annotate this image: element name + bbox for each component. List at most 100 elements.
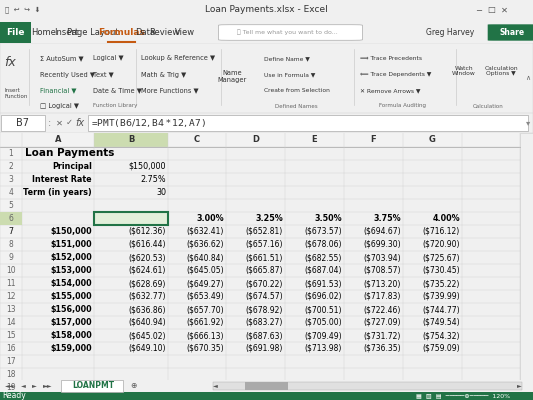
Text: fx: fx bbox=[4, 56, 16, 69]
Text: ($678.92): ($678.92) bbox=[246, 305, 283, 314]
Text: B7: B7 bbox=[17, 118, 29, 128]
Text: Defined Names: Defined Names bbox=[274, 104, 317, 108]
Text: Logical ▼: Logical ▼ bbox=[93, 55, 124, 61]
Text: Greg Harvey: Greg Harvey bbox=[426, 28, 475, 36]
Text: ⟹ Trace Precedents: ⟹ Trace Precedents bbox=[360, 56, 422, 61]
Text: ($670.22): ($670.22) bbox=[246, 279, 283, 288]
Text: Recently Used ▼: Recently Used ▼ bbox=[40, 72, 95, 78]
Text: ($687.04): ($687.04) bbox=[304, 266, 342, 275]
Text: Principal: Principal bbox=[52, 162, 92, 171]
Text: :: : bbox=[48, 118, 51, 128]
Text: C: C bbox=[194, 136, 200, 144]
Text: Loan Payments: Loan Payments bbox=[25, 148, 115, 158]
Text: ($691.53): ($691.53) bbox=[304, 279, 342, 288]
Text: Math & Trig ▼: Math & Trig ▼ bbox=[141, 72, 187, 78]
Text: 3.50%: 3.50% bbox=[314, 214, 342, 223]
Text: $150,000: $150,000 bbox=[128, 162, 166, 171]
Text: 3.75%: 3.75% bbox=[374, 214, 401, 223]
Text: 6: 6 bbox=[9, 214, 13, 223]
Text: ($759.09): ($759.09) bbox=[422, 344, 460, 353]
Text: Define Name ▼: Define Name ▼ bbox=[264, 56, 310, 61]
Text: ($645.02): ($645.02) bbox=[128, 331, 166, 340]
Text: ($657.70): ($657.70) bbox=[187, 305, 224, 314]
Text: $150,000: $150,000 bbox=[51, 227, 92, 236]
Text: B: B bbox=[128, 136, 134, 144]
Text: F: F bbox=[370, 136, 376, 144]
Text: Calculation
Options ▼: Calculation Options ▼ bbox=[484, 66, 518, 76]
Text: ✓: ✓ bbox=[66, 118, 73, 127]
Text: 18: 18 bbox=[6, 370, 16, 379]
Text: Watch
Window: Watch Window bbox=[452, 66, 475, 76]
Bar bbox=[520, 133, 533, 380]
Text: ◄: ◄ bbox=[213, 383, 218, 388]
Text: Use in Formula ▼: Use in Formula ▼ bbox=[264, 72, 315, 77]
Text: ($632.77): ($632.77) bbox=[128, 292, 166, 301]
Text: 4: 4 bbox=[9, 188, 13, 197]
Text: ($696.02): ($696.02) bbox=[304, 292, 342, 301]
Text: ⟸ Trace Dependents ▼: ⟸ Trace Dependents ▼ bbox=[360, 72, 431, 77]
Text: G: G bbox=[429, 136, 436, 144]
Text: Share: Share bbox=[499, 28, 524, 36]
Text: 12: 12 bbox=[6, 292, 16, 301]
Bar bbox=[245, 382, 288, 390]
Text: ($645.05): ($645.05) bbox=[187, 266, 224, 275]
Text: ($699.30): ($699.30) bbox=[364, 240, 401, 249]
Text: ($705.00): ($705.00) bbox=[304, 318, 342, 327]
Text: 🔍 Tell me what you want to do...: 🔍 Tell me what you want to do... bbox=[237, 29, 338, 35]
Text: ($709.49): ($709.49) bbox=[304, 331, 342, 340]
Text: 2: 2 bbox=[9, 162, 13, 171]
Text: ($744.77): ($744.77) bbox=[422, 305, 460, 314]
Bar bbox=[61, 380, 123, 392]
Bar bbox=[88, 114, 528, 131]
Text: ($720.90): ($720.90) bbox=[423, 240, 460, 249]
Text: 3.00%: 3.00% bbox=[196, 214, 224, 223]
Text: ($649.27): ($649.27) bbox=[187, 279, 224, 288]
Text: LOANPMT: LOANPMT bbox=[72, 381, 115, 390]
Text: 1: 1 bbox=[9, 149, 13, 158]
Text: 14: 14 bbox=[6, 318, 16, 327]
Text: ($682.55): ($682.55) bbox=[305, 253, 342, 262]
Text: Function Library: Function Library bbox=[93, 104, 138, 108]
Text: $153,000: $153,000 bbox=[51, 266, 92, 275]
Text: Financial ▼: Financial ▼ bbox=[40, 88, 76, 94]
Bar bbox=[0, 212, 22, 225]
Text: ($749.54): ($749.54) bbox=[422, 318, 460, 327]
Text: ($713.20): ($713.20) bbox=[364, 279, 401, 288]
Text: $159,000: $159,000 bbox=[51, 344, 92, 353]
Text: Σ AutoSum ▼: Σ AutoSum ▼ bbox=[40, 55, 84, 61]
Text: Formula Auditing: Formula Auditing bbox=[379, 104, 426, 108]
Text: ►►: ►► bbox=[43, 383, 52, 388]
Text: Ready: Ready bbox=[3, 392, 27, 400]
Text: $155,000: $155,000 bbox=[51, 292, 92, 301]
Text: ($670.35): ($670.35) bbox=[187, 344, 224, 353]
FancyBboxPatch shape bbox=[219, 25, 362, 40]
Text: ($730.45): ($730.45) bbox=[422, 266, 460, 275]
Text: ($640.94): ($640.94) bbox=[128, 318, 166, 327]
Text: fx: fx bbox=[75, 118, 85, 128]
Text: ▦  ▧  ▤  ─────⊕─────  120%: ▦ ▧ ▤ ─────⊕───── 120% bbox=[416, 394, 510, 398]
Text: ($649.10): ($649.10) bbox=[128, 344, 166, 353]
Text: Calculation: Calculation bbox=[472, 104, 503, 108]
Text: Review: Review bbox=[150, 28, 180, 37]
Text: ($666.13): ($666.13) bbox=[187, 331, 224, 340]
Text: Date & Time ▼: Date & Time ▼ bbox=[93, 88, 142, 94]
Text: Formulas: Formulas bbox=[98, 28, 145, 37]
Text: ($616.44): ($616.44) bbox=[128, 240, 166, 249]
Text: Term (in years): Term (in years) bbox=[23, 188, 92, 197]
FancyBboxPatch shape bbox=[488, 24, 533, 41]
Text: 3.25%: 3.25% bbox=[255, 214, 283, 223]
Text: E: E bbox=[312, 136, 317, 144]
Text: ($735.22): ($735.22) bbox=[423, 279, 460, 288]
Text: ($628.69): ($628.69) bbox=[128, 279, 166, 288]
Text: ($640.84): ($640.84) bbox=[187, 253, 224, 262]
Text: 16: 16 bbox=[6, 344, 16, 353]
Text: ($713.98): ($713.98) bbox=[305, 344, 342, 353]
Text: $152,000: $152,000 bbox=[50, 253, 92, 262]
Text: ($722.46): ($722.46) bbox=[364, 305, 401, 314]
Text: $154,000: $154,000 bbox=[51, 279, 92, 288]
Text: □: □ bbox=[488, 5, 495, 14]
Text: $156,000: $156,000 bbox=[51, 305, 92, 314]
Text: More Functions ▼: More Functions ▼ bbox=[141, 88, 199, 94]
Text: A: A bbox=[55, 136, 61, 144]
Text: 9: 9 bbox=[9, 253, 13, 262]
